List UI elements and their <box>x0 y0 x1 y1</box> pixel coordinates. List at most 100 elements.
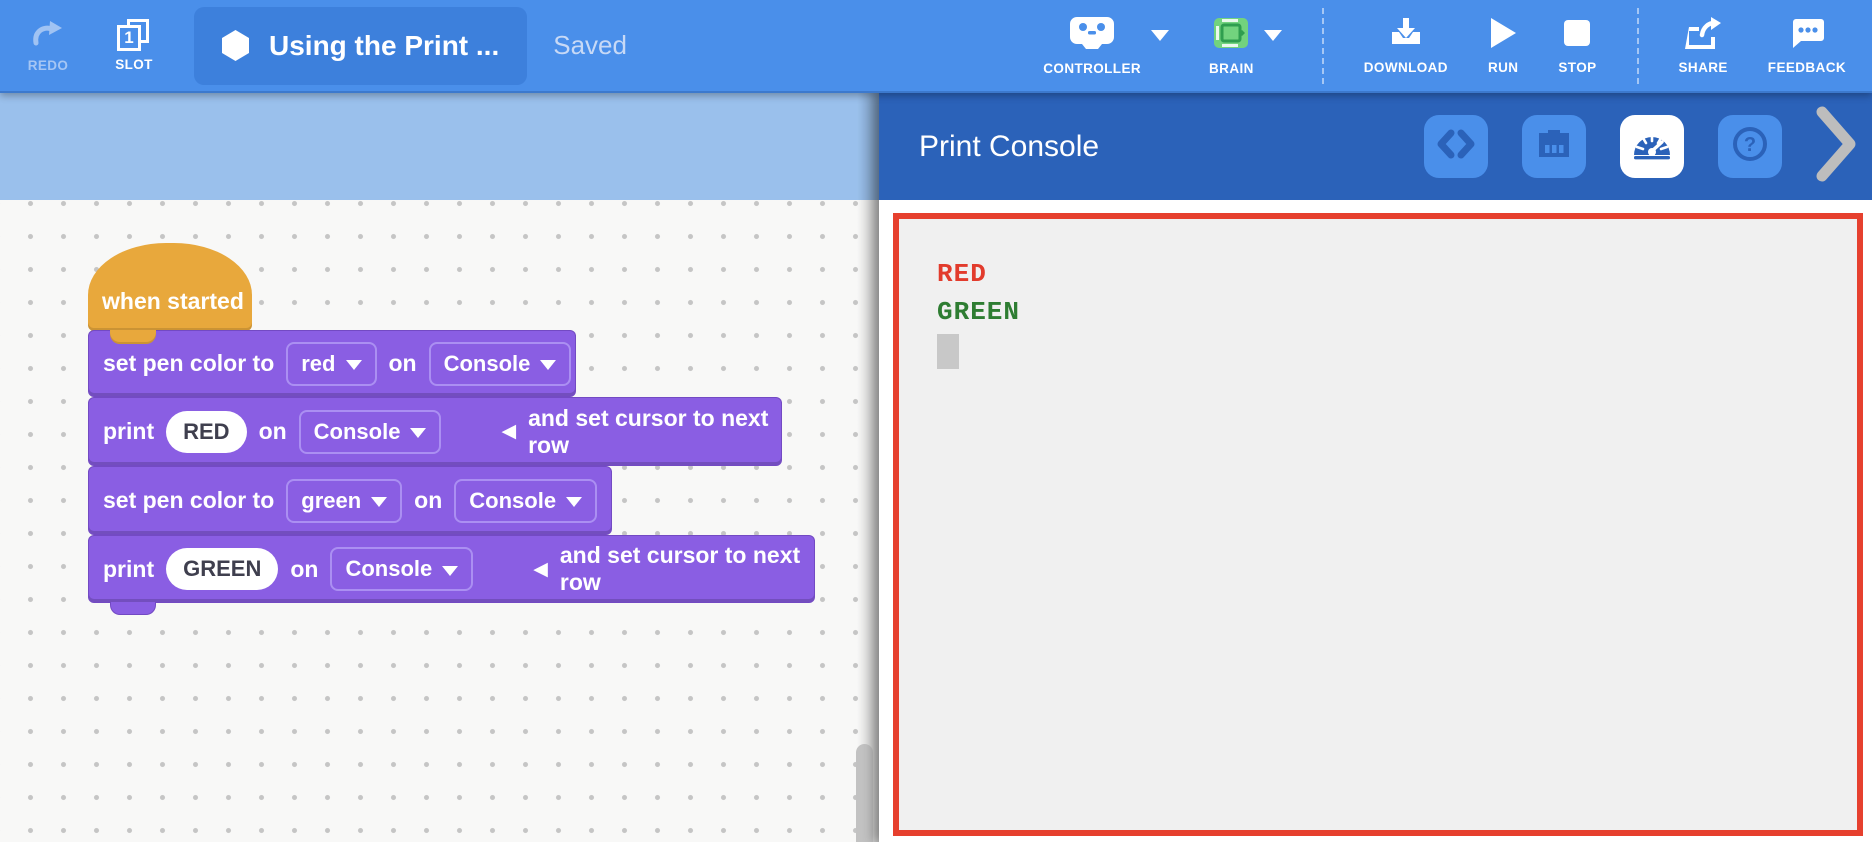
download-button[interactable]: DOWNLOAD <box>1364 17 1448 75</box>
block-label: print <box>103 555 155 582</box>
svg-text:?: ? <box>1744 134 1756 156</box>
panel-collapse-button[interactable] <box>1816 106 1856 187</box>
dropdown-caret-icon <box>410 428 427 438</box>
redo-button[interactable]: REDO <box>20 19 76 73</box>
code-icon <box>1437 129 1475 164</box>
on-label: on <box>258 418 287 444</box>
redo-label: REDO <box>27 57 69 73</box>
device-value: Console <box>443 350 531 376</box>
panel-header-icons: ? <box>1424 106 1856 187</box>
print-console-panel: Print Console <box>879 93 1872 842</box>
save-status: Saved <box>553 30 627 60</box>
project-title: Using the Print ... <box>269 29 500 61</box>
console-line: RED <box>937 259 987 289</box>
download-label: DOWNLOAD <box>1363 59 1448 75</box>
stop-label: STOP <box>1558 59 1597 75</box>
dropdown-caret-icon <box>345 360 362 370</box>
dropdown-caret-icon <box>566 497 583 507</box>
print-console-output: RED GREEN <box>893 213 1863 836</box>
console-line: GREEN <box>937 297 1021 327</box>
panel-title: Print Console <box>919 129 1100 163</box>
chevron-right-icon <box>1816 106 1856 187</box>
brain-dropdown-caret[interactable] <box>1263 29 1282 41</box>
controller-label: CONTROLLER <box>1043 60 1142 76</box>
pen-color-value: red <box>301 350 336 376</box>
project-title-chip[interactable]: Using the Print ... <box>194 6 528 85</box>
block-label: set pen color to <box>103 487 275 513</box>
device-monitor-button[interactable] <box>1522 115 1586 178</box>
controller-dropdown-caret[interactable] <box>1151 29 1170 41</box>
brain-button[interactable]: BRAIN <box>1209 16 1254 76</box>
stop-button[interactable]: STOP <box>1558 17 1596 75</box>
feedback-button[interactable]: FEEDBACK <box>1768 17 1846 75</box>
print-green-block-tab <box>110 602 156 615</box>
top-toolbar: REDO 1 SLOT Using the Print ... Saved <box>0 0 1872 93</box>
workspace-vertical-scrollbar[interactable] <box>856 744 873 842</box>
collapse-arrow-icon[interactable]: ◀ <box>501 420 517 442</box>
controller-button[interactable]: CONTROLLER <box>1043 16 1141 76</box>
block-extension: ◀ and set cursor to next row <box>533 542 814 596</box>
dropdown-caret-icon <box>540 360 557 370</box>
print-green-block[interactable]: print GREEN on Console ◀ and set cursor … <box>88 535 815 603</box>
share-icon <box>1685 16 1722 54</box>
set-pen-color-red-block[interactable]: set pen color to red on Console <box>88 330 576 397</box>
project-hexagon-icon <box>222 30 249 61</box>
block-extension: ◀ and set cursor to next row <box>501 405 781 459</box>
toolbar-right-group: CONTROLLER BRAIN <box>1043 7 1846 84</box>
device-dropdown[interactable]: Console <box>454 478 598 523</box>
block-suffix: and set cursor to next row <box>528 404 769 458</box>
set-pen-color-green-block[interactable]: set pen color to green on Console <box>88 466 612 535</box>
workspace-edge-shadow <box>857 93 879 842</box>
device-value: Console <box>469 487 557 513</box>
slot-icon: 1 <box>117 19 151 51</box>
toolbar-separator-2 <box>1636 7 1639 84</box>
download-icon <box>1388 17 1424 54</box>
collapse-arrow-icon[interactable]: ◀ <box>533 557 548 580</box>
slot-label: SLOT <box>115 57 153 72</box>
share-button[interactable]: SHARE <box>1679 16 1728 75</box>
device-dropdown[interactable]: Console <box>330 547 474 591</box>
print-console-button[interactable] <box>1620 115 1684 178</box>
code-view-button[interactable] <box>1424 115 1488 178</box>
print-value-input[interactable]: RED <box>166 410 247 453</box>
device-dropdown[interactable]: Console <box>428 341 572 386</box>
controller-icon <box>1069 16 1115 55</box>
feedback-icon <box>1789 17 1825 54</box>
redo-icon <box>30 19 66 52</box>
block-workspace[interactable]: when started set pen color to red on Con… <box>0 93 879 842</box>
device-dropdown[interactable]: Console <box>298 409 442 454</box>
controller-combo: CONTROLLER <box>1043 16 1170 76</box>
gauge-icon <box>1631 127 1673 166</box>
help-button[interactable]: ? <box>1718 115 1782 178</box>
print-value-input[interactable]: GREEN <box>166 548 279 590</box>
toolbar-separator <box>1321 7 1324 84</box>
print-red-block[interactable]: print RED on Console ◀ and set cursor to… <box>88 397 782 466</box>
run-label: RUN <box>1487 59 1519 75</box>
slot-number: 1 <box>117 25 141 51</box>
run-button[interactable]: RUN <box>1488 17 1518 75</box>
stop-icon <box>1563 17 1591 54</box>
brain-combo: BRAIN <box>1209 16 1282 76</box>
panel-header: Print Console <box>879 93 1872 200</box>
pen-color-dropdown[interactable]: red <box>286 341 377 386</box>
on-label: on <box>414 487 443 513</box>
block-label: set pen color to <box>103 350 275 376</box>
slot-button[interactable]: 1 SLOT <box>106 19 162 72</box>
toolbox-band <box>0 93 879 200</box>
pen-color-value: green <box>301 487 362 513</box>
dropdown-caret-icon <box>442 565 459 576</box>
on-label: on <box>290 555 319 582</box>
device-value: Console <box>313 418 401 444</box>
pen-color-dropdown[interactable]: green <box>286 478 403 523</box>
console-cursor <box>937 334 959 369</box>
when-started-block-tab <box>110 330 156 344</box>
when-started-block[interactable]: when started <box>88 243 252 331</box>
block-label: print <box>103 418 155 444</box>
device-monitor-icon <box>1535 127 1573 166</box>
when-started-label: when started <box>102 288 244 314</box>
run-icon <box>1489 17 1517 54</box>
brain-label: BRAIN <box>1209 60 1254 76</box>
help-icon: ? <box>1731 125 1769 168</box>
on-label: on <box>388 350 417 376</box>
device-value: Console <box>345 556 433 581</box>
